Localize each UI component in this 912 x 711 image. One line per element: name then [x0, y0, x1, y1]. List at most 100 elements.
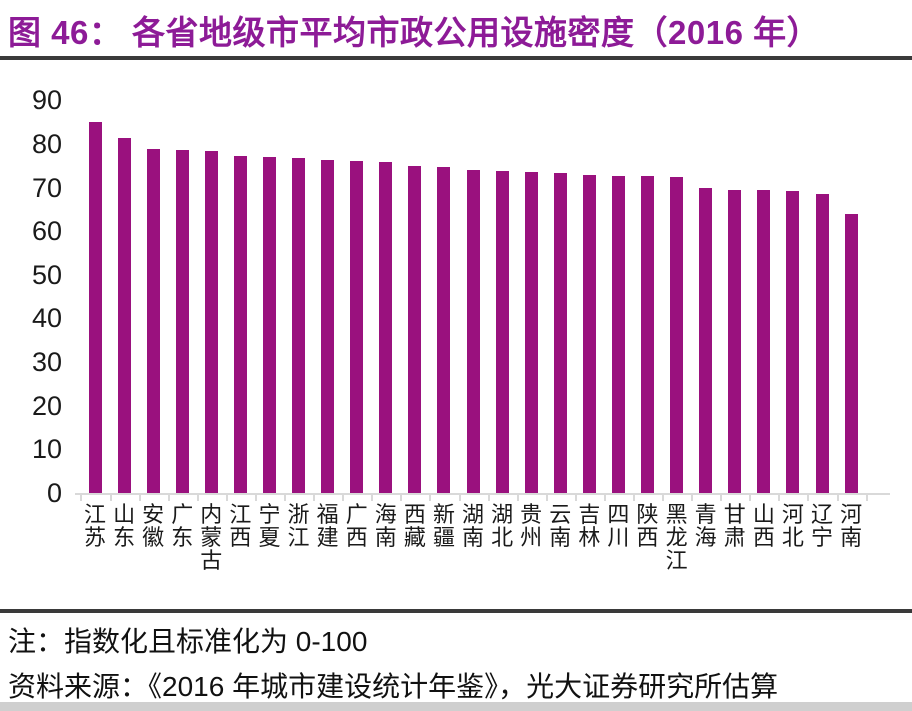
axis-tick: [371, 495, 374, 501]
x-axis-label: 江西: [229, 502, 252, 550]
bar: [815, 194, 829, 493]
bar: [553, 173, 567, 493]
figure-title: 图 46： 各省地级市平均市政公用设施密度（2016 年）: [8, 14, 821, 51]
note-line: 注：指数化且标准化为 0-100: [8, 626, 368, 657]
x-axis-label: 湖南: [462, 502, 485, 550]
axis-tick: [545, 495, 548, 501]
x-axis-label: 宁夏: [258, 502, 281, 550]
x-axis-line: [75, 493, 890, 495]
bar: [321, 160, 335, 493]
bar-chart: 0 10 20 30 40 50 60 70 80 90 江苏 山东 安徽 广东 内蒙古 江西 宁夏 浙江 福建 广西…: [0, 70, 912, 610]
x-axis-label: 海南: [374, 502, 397, 550]
axis-tick: [458, 495, 461, 501]
y-axis-tick-label: 80: [31, 128, 62, 159]
axis-tick: [138, 495, 141, 501]
x-axis-label: 新疆: [432, 502, 455, 550]
x-axis-label: 山西: [752, 502, 775, 550]
y-axis-tick-label: 20: [31, 390, 62, 421]
title-divider: [0, 56, 912, 60]
x-axis-label: 辽宁: [810, 502, 833, 550]
x-axis-label: 河南: [840, 502, 863, 550]
x-axis-label: 贵州: [520, 502, 543, 550]
bar: [495, 170, 509, 493]
bar: [524, 171, 538, 493]
axis-tick: [109, 495, 112, 501]
axis-tick: [487, 495, 490, 501]
axis-tick: [662, 495, 665, 501]
x-axis-label: 河北: [781, 502, 804, 550]
bar: [350, 161, 364, 493]
bar: [117, 138, 131, 493]
axis-tick: [603, 495, 606, 501]
x-axis-label: 安徽: [142, 502, 165, 550]
x-axis-label: 吉林: [578, 502, 601, 550]
axis-tick: [80, 495, 83, 501]
bar: [582, 175, 596, 493]
y-axis-tick-label: 40: [31, 303, 62, 334]
x-axis-label: 福建: [316, 502, 339, 550]
bar: [757, 190, 771, 493]
x-axis-label: 黑龙江: [665, 502, 688, 573]
axis-tick: [749, 495, 752, 501]
source-line: 资料来源：《2016 年城市建设统计年鉴》，光大证券研究所估算: [8, 671, 779, 702]
bar: [466, 169, 480, 493]
y-axis-tick-label: 10: [31, 434, 62, 465]
axis-tick: [167, 495, 170, 501]
x-axis-label: 广西: [345, 502, 368, 550]
axis-tick: [225, 495, 228, 501]
axis-tick: [400, 495, 403, 501]
axis-tick: [865, 495, 868, 501]
x-axis-label: 内蒙古: [200, 502, 223, 573]
axis-tick: [778, 495, 781, 501]
bar: [292, 158, 306, 493]
x-axis-label: 山东: [113, 502, 136, 550]
x-axis-label: 广东: [171, 502, 194, 550]
x-axis-label: 西藏: [403, 502, 426, 550]
y-axis-tick-label: 30: [31, 347, 62, 378]
bar: [699, 187, 713, 493]
y-axis-tick-label: 70: [31, 172, 62, 203]
bottom-band: [0, 702, 912, 711]
axis-tick: [429, 495, 432, 501]
x-axis-label: 浙江: [287, 502, 310, 550]
axis-tick: [836, 495, 839, 501]
y-axis-tick-label: 90: [31, 85, 62, 116]
bar: [379, 162, 393, 493]
axis-tick: [342, 495, 345, 501]
bar: [786, 191, 800, 493]
x-axis-label: 四川: [607, 502, 630, 550]
axis-tick: [516, 495, 519, 501]
bar: [641, 175, 655, 493]
bar: [146, 149, 160, 493]
axis-tick: [574, 495, 577, 501]
axis-tick: [313, 495, 316, 501]
x-axis-label: 陕西: [636, 502, 659, 550]
bar: [670, 177, 684, 493]
axis-tick: [254, 495, 257, 501]
axis-tick: [284, 495, 287, 501]
bar: [204, 151, 218, 493]
axis-tick: [632, 495, 635, 501]
axis-tick: [720, 495, 723, 501]
x-axis-label: 云南: [549, 502, 572, 550]
bar: [844, 214, 858, 493]
bar: [611, 175, 625, 493]
bar: [728, 189, 742, 493]
bar: [175, 150, 189, 493]
bar: [262, 156, 276, 493]
bar: [437, 167, 451, 493]
y-axis-tick-label: 60: [31, 216, 62, 247]
axis-tick: [691, 495, 694, 501]
x-axis-label: 甘肃: [723, 502, 746, 550]
axis-tick: [807, 495, 810, 501]
x-axis-label: 江苏: [83, 502, 106, 550]
y-axis-tick-label: 0: [46, 478, 62, 508]
bar: [408, 166, 422, 493]
x-axis-label: 湖北: [491, 502, 514, 550]
footer-divider: [0, 609, 912, 613]
y-axis-tick-label: 50: [31, 259, 62, 290]
x-axis-label: 青海: [694, 502, 717, 550]
bar: [88, 122, 102, 493]
bar: [233, 156, 247, 493]
axis-tick: [196, 495, 199, 501]
